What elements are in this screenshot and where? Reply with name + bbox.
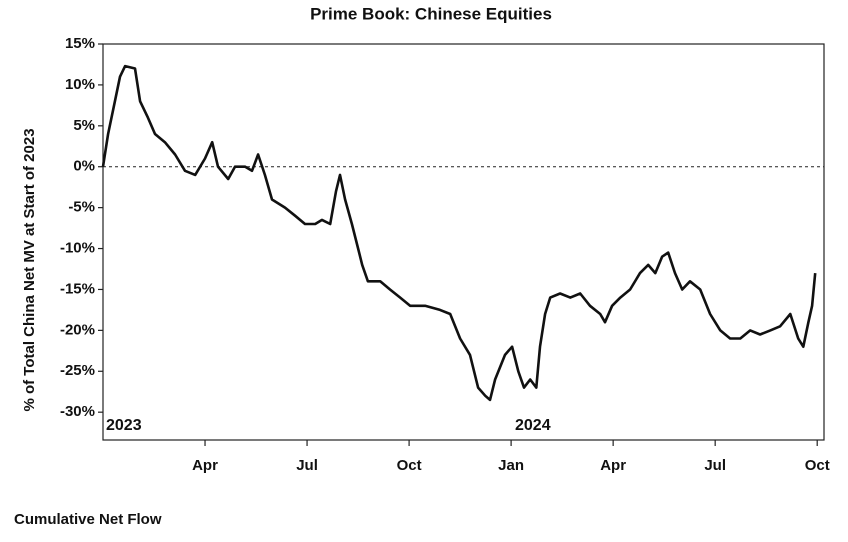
y-tick-label: 10% — [65, 76, 95, 93]
x-tick-label: Oct — [805, 457, 830, 474]
y-tick-label: -25% — [60, 362, 95, 379]
plot-frame — [102, 43, 825, 441]
y-tick-label: 15% — [65, 35, 95, 52]
y-tick-label: 5% — [73, 117, 95, 134]
y-tick-label: -5% — [68, 199, 95, 216]
x-tick-label: Jul — [704, 457, 726, 474]
y-tick-label: -15% — [60, 280, 95, 297]
x-tick-label: Jan — [498, 457, 524, 474]
y-tick-label: -20% — [60, 321, 95, 338]
y-tick-label: -10% — [60, 240, 95, 257]
x-tick-label: Apr — [600, 457, 626, 474]
series-line — [101, 64, 817, 402]
chart-title: Prime Book: Chinese Equities — [310, 4, 552, 23]
x-tick-label: Apr — [192, 457, 218, 474]
footer: Cumulative Net Flow — [14, 511, 162, 528]
x-tick-label: Jul — [296, 457, 318, 474]
y-axis-label: % of Total China Net MV at Start of 2023 — [21, 128, 38, 411]
y-tick-label: -30% — [60, 403, 95, 420]
year-label: 2023 — [106, 417, 142, 434]
y-tick-label: 0% — [73, 158, 95, 175]
x-tick-label: Oct — [397, 457, 422, 474]
year-label: 2024 — [515, 417, 551, 434]
